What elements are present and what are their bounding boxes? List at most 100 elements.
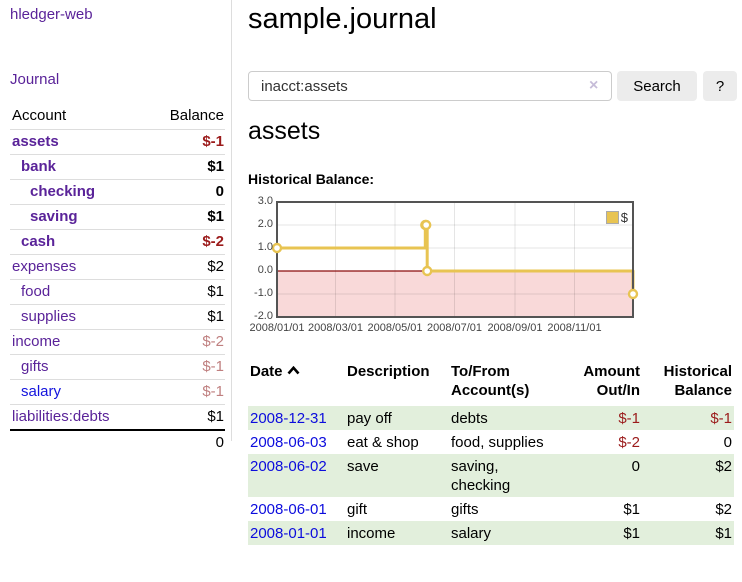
account-row: bank$1 [10, 155, 225, 180]
sidebar: hledger-web Journal Account Balance asse… [0, 0, 232, 441]
account-link[interactable]: income [12, 333, 60, 350]
transaction-row: 2008-06-01 giftgifts$1$2 [248, 497, 734, 521]
search-input[interactable] [248, 71, 612, 101]
y-axis-tick-label: -2.0 [248, 310, 273, 322]
account-row: food $1 [10, 280, 225, 305]
y-axis-tick-label: -1.0 [248, 287, 273, 299]
transaction-description: eat & shop [345, 430, 449, 454]
account-link[interactable]: supplies [21, 308, 76, 325]
account-row: income $-2 [10, 330, 225, 355]
transaction-description: save [345, 454, 449, 497]
transaction-description: gift [345, 497, 449, 521]
account-row: liabilities:debts $1 [10, 405, 225, 431]
main-content: sample.journal × Search ? assets Histori… [248, 0, 740, 582]
accounts-total-row: 0 [10, 430, 225, 455]
account-balance: 0 [147, 180, 225, 205]
transaction-description: pay off [345, 406, 449, 430]
accounts-header-balance: Balance [147, 104, 225, 130]
sidebar-item-journal[interactable]: Journal [10, 71, 59, 88]
account-row: salary $-1 [10, 380, 225, 405]
chart-title: Historical Balance: [248, 171, 374, 187]
transaction-balance: 0 [642, 430, 734, 454]
account-row: gifts $-1 [10, 355, 225, 380]
x-axis-tick-label: 2008/11/01 [534, 322, 614, 334]
account-link[interactable]: expenses [12, 258, 76, 275]
y-axis-tick-label: 3.0 [248, 195, 273, 207]
y-axis-tick-label: 2.0 [248, 218, 273, 230]
header-balance: Historical Balance [642, 360, 734, 406]
header-accounts: To/From Account(s) [449, 360, 557, 406]
transaction-accounts: salary [449, 521, 557, 545]
transaction-balance: $-1 [642, 406, 734, 430]
transaction-accounts: debts [449, 406, 557, 430]
account-link[interactable]: liabilities:debts [12, 408, 110, 425]
legend-color-swatch [606, 211, 619, 224]
transaction-amount: 0 [557, 454, 642, 497]
account-link[interactable]: bank [21, 158, 56, 175]
transaction-accounts: gifts [449, 497, 557, 521]
brand-link[interactable]: hledger-web [10, 6, 93, 23]
transaction-date-link[interactable]: 2008-06-01 [250, 501, 327, 518]
account-link[interactable]: food [21, 283, 50, 300]
register-table: Date Description To/From Account(s) Amou… [248, 360, 734, 545]
search-bar: × Search ? [248, 71, 740, 101]
account-row: checking 0 [10, 180, 225, 205]
transaction-amount: $1 [557, 497, 642, 521]
account-link[interactable]: saving [30, 208, 78, 225]
total-spacer [10, 430, 147, 455]
page-title: sample.journal [248, 3, 437, 36]
header-date[interactable]: Date [248, 360, 345, 406]
account-link[interactable]: salary [21, 383, 61, 400]
historical-balance-chart: $ 3.02.01.00.0-1.0-2.02008/01/012008/03/… [248, 200, 640, 340]
header-description: Description [345, 360, 449, 406]
account-balance: $-1 [147, 355, 225, 380]
transaction-description: income [345, 521, 449, 545]
y-axis-tick-label: 1.0 [248, 241, 273, 253]
account-balance: $-1 [147, 130, 225, 155]
account-balance: $1 [147, 280, 225, 305]
accounts-table: Account Balance assets$-1bank$1checking0… [10, 104, 225, 455]
accounts-total-value: 0 [147, 430, 225, 455]
help-button[interactable]: ? [703, 71, 737, 101]
register-account-heading: assets [248, 117, 320, 146]
account-row: saving $1 [10, 205, 225, 230]
account-link[interactable]: gifts [21, 358, 49, 375]
transaction-row: 2008-06-03 eat & shopfood, supplies$-20 [248, 430, 734, 454]
account-balance: $1 [147, 205, 225, 230]
account-link[interactable]: assets [12, 133, 59, 150]
transaction-row: 2008-12-31pay offdebts$-1$-1 [248, 406, 734, 430]
transaction-balance: $2 [642, 454, 734, 497]
transaction-amount: $1 [557, 521, 642, 545]
account-row: expenses$2 [10, 255, 225, 280]
account-balance: $-2 [147, 230, 225, 255]
legend-label: $ [621, 210, 628, 225]
clear-search-icon[interactable]: × [589, 76, 598, 96]
transaction-date-link[interactable]: 2008-06-03 [250, 434, 327, 451]
sort-ascending-icon [287, 366, 300, 375]
transaction-amount: $-1 [557, 406, 642, 430]
transaction-date-link[interactable]: 2008-01-01 [250, 525, 327, 542]
register-table-header: Date Description To/From Account(s) Amou… [248, 360, 734, 406]
account-link[interactable]: checking [30, 183, 95, 200]
transaction-date-link[interactable]: 2008-06-02 [250, 458, 327, 475]
account-link[interactable]: cash [21, 233, 55, 250]
transaction-accounts: saving, checking [449, 454, 557, 497]
transaction-date-link[interactable]: 2008-12-31 [250, 410, 327, 427]
account-balance: $-1 [147, 380, 225, 405]
transaction-row: 2008-06-02 savesaving, checking0$2 [248, 454, 734, 497]
chart-legend: $ [606, 210, 628, 225]
account-balance: $1 [147, 405, 225, 431]
header-amount: Amount Out/In [557, 360, 642, 406]
account-balance: $1 [147, 305, 225, 330]
accounts-header-account: Account [10, 104, 147, 130]
transaction-balance: $2 [642, 497, 734, 521]
account-balance: $-2 [147, 330, 225, 355]
transaction-accounts: food, supplies [449, 430, 557, 454]
transaction-amount: $-2 [557, 430, 642, 454]
account-row: assets $-1 [10, 130, 225, 155]
account-row: cash $-2 [10, 230, 225, 255]
search-button[interactable]: Search [617, 71, 697, 101]
y-axis-tick-label: 0.0 [248, 264, 273, 276]
transaction-row: 2008-01-01incomesalary$1$1 [248, 521, 734, 545]
accounts-table-header: Account Balance [10, 104, 225, 130]
